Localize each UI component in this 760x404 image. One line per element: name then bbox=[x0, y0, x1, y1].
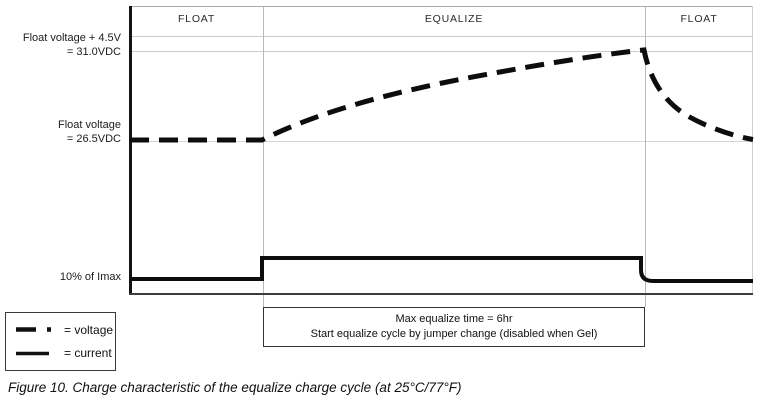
float-voltage-label-line1: Float voltage bbox=[58, 119, 121, 131]
start-equalize-text: Start equalize cycle by jumper change (d… bbox=[310, 328, 598, 340]
phase-label-equalize: EQUALIZE bbox=[424, 13, 484, 25]
legend: = voltage = current bbox=[5, 312, 116, 371]
max-equalize-time-text: Max equalize time = 6hr bbox=[395, 313, 513, 325]
legend-voltage-label: = voltage bbox=[64, 322, 114, 337]
float-voltage-label-line2: = 26.5VDC bbox=[66, 132, 121, 145]
current-curve bbox=[130, 256, 753, 283]
voltage-high-label: Float voltage + 4.5V = 31.0VDC bbox=[23, 32, 121, 59]
imax-level-label: 10% of Imax bbox=[59, 271, 121, 283]
legend-current-label: = current bbox=[64, 346, 112, 361]
legend-item-voltage: = voltage bbox=[15, 323, 115, 337]
float-voltage-label: Float voltage = 26.5VDC bbox=[58, 119, 121, 146]
phase-label-float-right: FLOAT bbox=[680, 13, 718, 25]
figure-caption: Figure 10. Charge characteristic of the … bbox=[8, 380, 462, 395]
phase-label-float-left: FLOAT bbox=[177, 13, 216, 25]
dashed-line-icon bbox=[16, 327, 55, 332]
voltage-high-label-line2: = 31.0VDC bbox=[66, 45, 121, 58]
legend-item-current: = current bbox=[15, 346, 115, 360]
voltage-curve bbox=[130, 47, 754, 143]
voltage-high-label-line1: Float voltage + 4.5V bbox=[22, 32, 121, 44]
solid-line-icon bbox=[16, 351, 49, 356]
equalize-annotation-box: Max equalize time = 6hr Start equalize c… bbox=[263, 307, 645, 347]
